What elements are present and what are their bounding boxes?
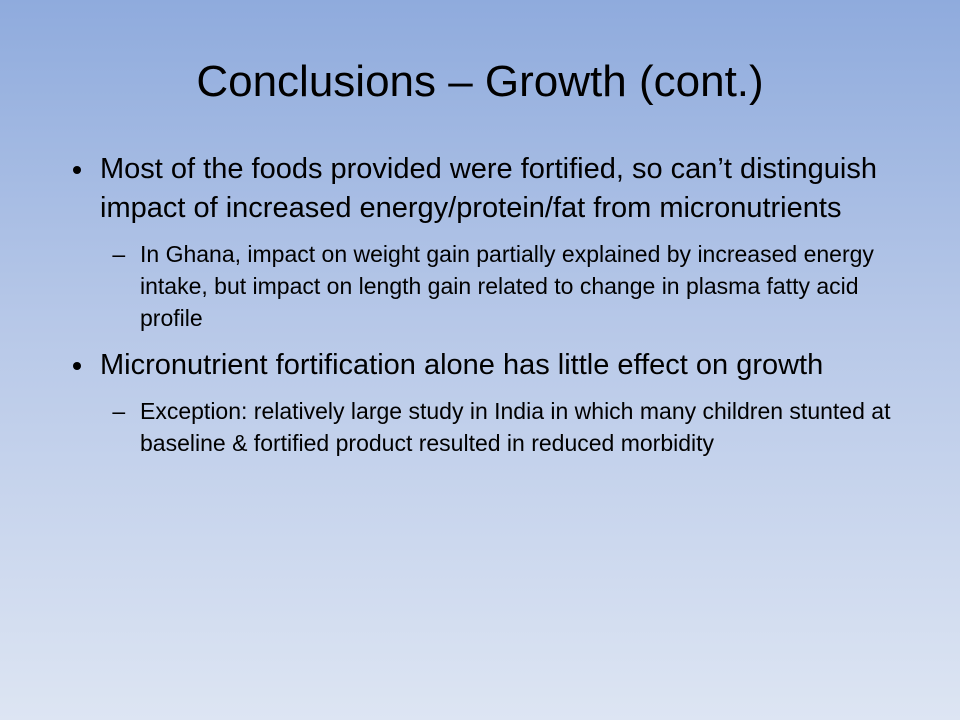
bullet: Micronutrient fortification alone has li… xyxy=(96,346,926,459)
sub-bullet-text: Exception: relatively large study in Ind… xyxy=(140,398,891,456)
sub-bullet-list: Exception: relatively large study in Ind… xyxy=(100,395,926,459)
slide-title: Conclusions – Growth (cont.) xyxy=(196,57,764,106)
sub-bullet: Exception: relatively large study in Ind… xyxy=(138,395,926,459)
bullet-list: Most of the foods provided were fortifie… xyxy=(60,150,926,471)
bullet: Most of the foods provided were fortifie… xyxy=(96,150,926,334)
bullet-text: Most of the foods provided were fortifie… xyxy=(100,153,877,224)
bullet-text: Micronutrient fortification alone has li… xyxy=(100,349,824,381)
sub-bullet: In Ghana, impact on weight gain partiall… xyxy=(138,238,926,334)
sub-bullet-text: In Ghana, impact on weight gain partiall… xyxy=(140,241,874,331)
sub-bullet-list: In Ghana, impact on weight gain partiall… xyxy=(100,238,926,334)
